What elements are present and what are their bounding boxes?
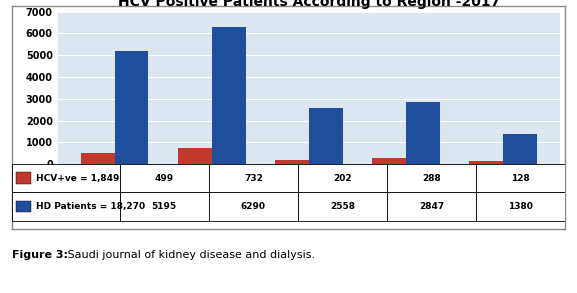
Bar	[12, 164, 119, 193]
Text: 2558: 2558	[330, 202, 355, 211]
Bar	[16, 201, 32, 212]
Bar	[387, 193, 476, 221]
Text: 732: 732	[244, 174, 263, 183]
Bar	[209, 193, 298, 221]
Bar	[119, 193, 209, 221]
Text: 5195: 5195	[152, 202, 177, 211]
Bar	[12, 193, 119, 221]
Text: 6290: 6290	[241, 202, 266, 211]
Bar	[119, 164, 209, 193]
Bar	[372, 158, 406, 164]
Bar	[298, 193, 387, 221]
Text: Figure 3:: Figure 3:	[12, 250, 68, 260]
Bar	[476, 193, 565, 221]
Bar	[503, 134, 537, 164]
Text: 202: 202	[333, 174, 352, 183]
Bar	[406, 102, 440, 164]
Bar	[212, 27, 246, 164]
Text: HD Patients = 18,270: HD Patients = 18,270	[36, 202, 145, 211]
Text: 288: 288	[422, 174, 441, 183]
Text: 2847: 2847	[419, 202, 444, 211]
Bar	[476, 164, 565, 193]
Text: 128: 128	[511, 174, 530, 183]
Text: Saudi journal of kidney disease and dialysis.: Saudi journal of kidney disease and dial…	[64, 250, 315, 260]
Bar	[209, 164, 298, 193]
Bar	[275, 160, 309, 164]
Bar	[178, 148, 212, 164]
Title: HCV Positive Patients According to Region -2017: HCV Positive Patients According to Regio…	[118, 0, 500, 9]
Bar	[81, 153, 114, 164]
Bar	[309, 108, 343, 164]
Bar	[469, 161, 503, 164]
Text: 499: 499	[155, 174, 174, 183]
Bar	[387, 164, 476, 193]
Bar	[114, 51, 148, 164]
Text: 1380: 1380	[508, 202, 533, 211]
Bar	[16, 173, 32, 184]
Bar	[298, 164, 387, 193]
Text: HCV+ve = 1,849: HCV+ve = 1,849	[36, 174, 119, 183]
